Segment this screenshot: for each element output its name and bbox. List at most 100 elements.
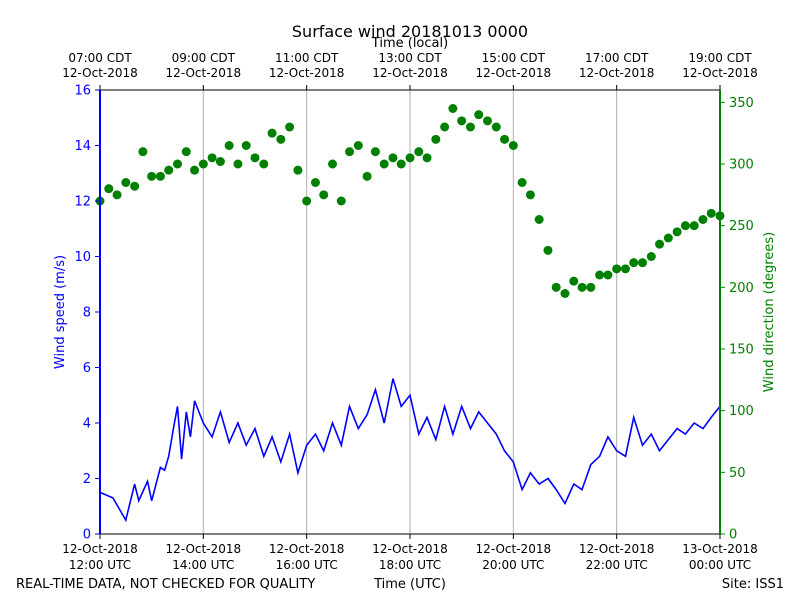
footer-site: Site: ISS1 [722,577,784,592]
bottom-tick-date: 12-Oct-2018 [372,542,448,556]
direction-point [173,159,182,169]
footer-disclaimer: REAL-TIME DATA, NOT CHECKED FOR QUALITY [16,577,315,592]
bottom-tick-time: 12:00 UTC [69,558,131,572]
right-tick-label: 0 [729,528,737,543]
left-tick-label: 14 [74,139,91,154]
direction-point [491,122,501,132]
direction-point [319,190,329,200]
direction-point [241,141,251,150]
direction-point [534,215,544,224]
left-tick-label: 8 [83,306,91,321]
top-tick-date: 12-Oct-2018 [166,66,242,80]
direction-point [620,264,630,274]
top-tick-date: 12-Oct-2018 [62,66,138,80]
direction-point [138,147,148,157]
direction-point [483,116,492,126]
bottom-tick-time: 18:00 UTC [379,558,441,572]
direction-point [370,147,380,157]
left-tick-label: 10 [74,250,91,265]
direction-series [95,104,725,298]
direction-point [586,282,596,292]
direction-point [388,153,398,163]
direction-point [259,159,269,169]
direction-point [474,110,484,120]
top-axis-label: Time (local) [371,36,448,51]
direction-point [155,171,165,181]
bottom-tick-date: 12-Oct-2018 [166,542,242,556]
direction-point [595,270,605,280]
direction-point [310,178,320,187]
top-tick-time: 07:00 CDT [68,51,132,65]
left-tick-label: 0 [83,528,91,543]
right-tick-label: 150 [729,343,754,358]
direction-point [646,252,656,261]
direction-point [164,165,174,175]
direction-point [345,147,355,157]
direction-point [336,196,346,206]
direction-point [517,178,527,187]
bottom-tick-time: 20:00 UTC [482,558,544,572]
direction-point [414,147,424,157]
bottom-tick-time: 16:00 UTC [276,558,338,572]
top-tick-time: 13:00 CDT [378,51,442,65]
bottom-axis: 12-Oct-2018 12:00 UTC 12-Oct-2018 14:00 UTC… [62,534,758,572]
bottom-tick-time: 22:00 UTC [586,558,648,572]
direction-point [457,116,467,126]
right-tick-label: 50 [729,466,746,481]
direction-point [448,104,458,113]
left-tick-label: 6 [83,361,91,376]
direction-point [663,233,673,243]
direction-point [104,184,114,194]
right-axis-label: Wind direction (degrees) [762,232,777,392]
direction-point [543,245,553,255]
top-tick-date: 12-Oct-2018 [682,66,758,80]
direction-point [431,134,441,144]
direction-point [551,282,561,292]
direction-point [276,134,286,144]
top-tick-time: 19:00 CDT [688,51,752,65]
top-tick-date: 12-Oct-2018 [269,66,345,80]
direction-point [207,153,217,163]
direction-point [267,128,277,138]
direction-point [569,276,579,286]
left-tick-label: 12 [74,195,91,210]
top-tick-time: 17:00 CDT [585,51,649,65]
right-tick-label: 300 [729,158,754,173]
bottom-axis-label: Time (UTC) [373,577,446,592]
chart-title: Surface wind 20181013 0000 [292,22,528,41]
direction-point [629,258,639,268]
speed-series-line [99,378,721,523]
direction-point [396,159,406,169]
top-tick-date: 12-Oct-2018 [372,66,448,80]
direction-point [190,165,200,175]
bottom-tick-date: 12-Oct-2018 [579,542,655,556]
direction-point [440,122,450,132]
left-tick-label: 2 [83,472,91,487]
direction-point [508,141,518,150]
right-tick-label: 350 [729,96,754,111]
direction-point [525,190,535,200]
direction-point [655,239,665,249]
direction-point [698,215,708,224]
direction-point [362,171,372,181]
top-tick-time: 15:00 CDT [482,51,546,65]
right-tick-label: 200 [729,281,754,296]
direction-point [680,221,690,231]
direction-point [379,159,389,169]
direction-point [198,159,208,169]
direction-point [293,165,303,175]
right-tick-label: 250 [729,219,754,234]
direction-point [577,282,587,292]
direction-point [147,171,157,181]
right-tick-label: 100 [729,404,754,419]
direction-point [181,147,191,157]
bottom-tick-date: 12-Oct-2018 [476,542,552,556]
direction-point [405,153,415,163]
direction-point [130,181,140,191]
left-tick-label: 16 [74,84,91,99]
direction-point [250,153,260,163]
left-tick-label: 4 [83,417,91,432]
left-axis: 0 2 4 6 8 10 12 14 16 [74,84,100,543]
